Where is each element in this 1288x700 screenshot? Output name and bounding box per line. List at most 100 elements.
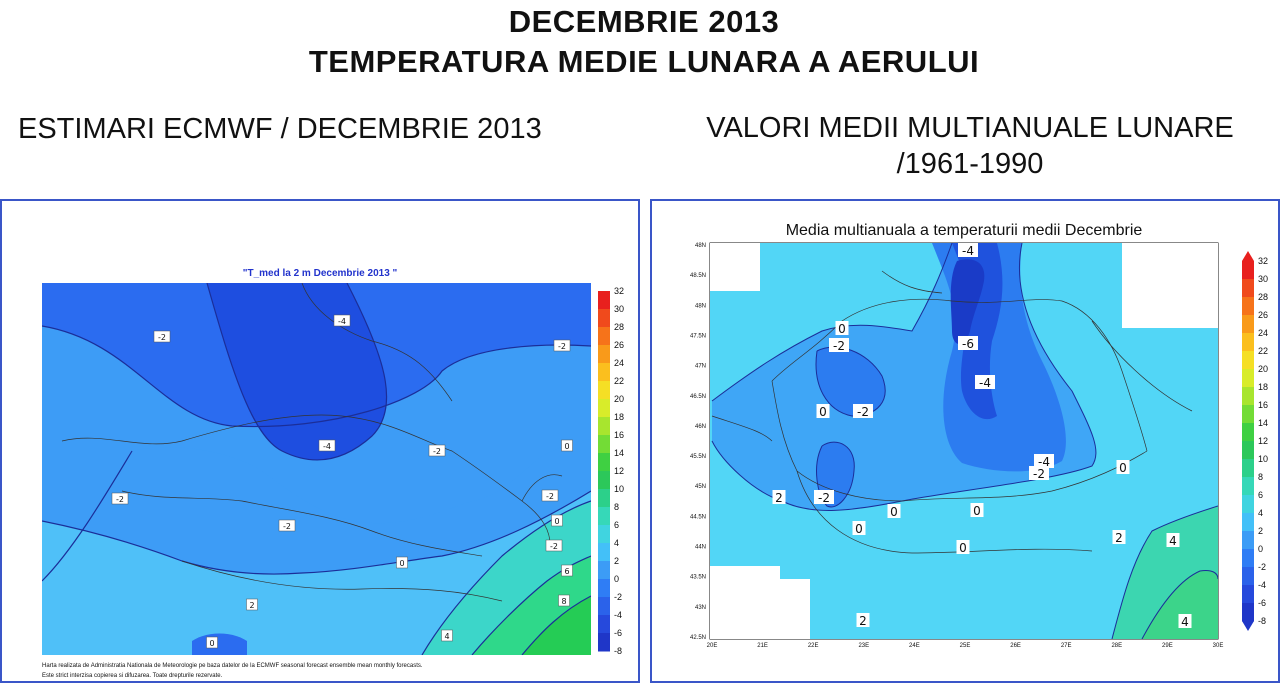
colorbar-swatch bbox=[598, 597, 610, 616]
colorbar-swatch bbox=[598, 579, 610, 598]
ecmwf-contour-labels: -2 -4 -2 -4 -2 0 -2 -2 0 -2 0 -2 2 4 6 8 0 bbox=[111, 314, 573, 649]
colorbar-tick: 8 bbox=[1258, 472, 1263, 482]
missing-data-ne bbox=[1122, 243, 1218, 328]
contour-label: -2 bbox=[1029, 466, 1049, 481]
colorbar-swatch bbox=[598, 363, 610, 382]
colorbar-swatch bbox=[598, 417, 610, 436]
lat-tick: 43.5N bbox=[690, 575, 706, 581]
svg-text:2: 2 bbox=[859, 614, 867, 628]
contour-label: 2 bbox=[772, 490, 786, 505]
svg-text:6: 6 bbox=[564, 567, 569, 576]
colorbar-swatch bbox=[598, 489, 610, 508]
missing-data-sw bbox=[710, 579, 810, 639]
colorbar-tick: -8 bbox=[614, 646, 622, 656]
field-zone-6 bbox=[522, 596, 591, 655]
contour-label: 0 bbox=[887, 504, 901, 519]
colorbar-swatch bbox=[1242, 549, 1254, 568]
svg-text:-2: -2 bbox=[818, 491, 830, 505]
colorbar-swatch bbox=[598, 435, 610, 454]
colorbar-swatch bbox=[1242, 477, 1254, 496]
contour-line bbox=[815, 346, 886, 417]
colorbar-tick: -8 bbox=[1258, 616, 1266, 626]
svg-text:0: 0 bbox=[554, 517, 559, 526]
contour-line bbox=[711, 243, 953, 402]
svg-text:-2: -2 bbox=[116, 495, 124, 504]
border-line bbox=[121, 490, 483, 557]
lat-tick: 46N bbox=[695, 424, 706, 430]
colorbar-tick: 26 bbox=[1258, 310, 1268, 320]
colorbar-tick: 4 bbox=[1258, 508, 1263, 518]
border-line bbox=[796, 470, 1093, 554]
colorbar-swatch bbox=[1242, 531, 1254, 550]
ecmwf-map: "T_med la 2 m Decembrie 2013 " bbox=[42, 268, 624, 679]
lat-tick: 48N bbox=[695, 303, 706, 309]
latitude-ticks: 48N 48.5N 48N 47.5N 47N 46.5N 46N 45.5N 45N 44.5N… bbox=[690, 243, 706, 641]
lat-tick: 46.5N bbox=[690, 394, 706, 400]
contour-label: 4 bbox=[441, 629, 453, 642]
contour-label: -2 bbox=[545, 539, 563, 552]
contour-label: 4 bbox=[1166, 533, 1180, 548]
contour-label: 0 bbox=[835, 321, 849, 336]
lat-tick: 42.5N bbox=[690, 635, 706, 641]
colorbar-swatch bbox=[1242, 441, 1254, 460]
colorbar-swatch bbox=[1242, 513, 1254, 532]
colorbar-swatch bbox=[1242, 261, 1254, 280]
border-line bbox=[881, 270, 943, 294]
lon-tick: 22E bbox=[808, 643, 819, 649]
contour-line bbox=[42, 325, 591, 428]
lat-tick: 47.5N bbox=[690, 334, 706, 340]
ecmwf-map-title: "T_med la 2 m Decembrie 2013 " bbox=[243, 268, 398, 279]
border-line bbox=[1091, 320, 1193, 412]
colorbar-tick: 6 bbox=[1258, 490, 1263, 500]
contour-line bbox=[42, 490, 591, 575]
svg-text:-4: -4 bbox=[962, 244, 974, 258]
climatology-contour-labels: -40-2-6-4-200-4-202-200200244 bbox=[772, 243, 1192, 629]
svg-text:-6: -6 bbox=[962, 337, 974, 351]
svg-text:0: 0 bbox=[819, 405, 827, 419]
right-heading-line1: VALORI MEDII MULTIANUALE LUNARE bbox=[706, 112, 1234, 144]
contour-label: -4 bbox=[318, 439, 336, 452]
colorbar-arrow-bottom bbox=[1242, 621, 1254, 631]
svg-text:-4: -4 bbox=[323, 442, 331, 451]
contour-label: -2 bbox=[278, 519, 296, 532]
colorbar-swatch bbox=[598, 543, 610, 562]
colorbar-tick: 18 bbox=[1258, 382, 1268, 392]
ecmwf-footer-line1: Harta realizata de Administratia Nationa… bbox=[42, 663, 423, 669]
colorbar-swatch bbox=[1242, 603, 1254, 622]
colorbar-swatch bbox=[598, 561, 610, 580]
colorbar-tick: 28 bbox=[1258, 292, 1268, 302]
lat-tick: 45.5N bbox=[690, 454, 706, 460]
svg-text:-2: -2 bbox=[558, 342, 566, 351]
colorbar-swatch bbox=[1242, 279, 1254, 298]
contour-label: 0 bbox=[206, 636, 218, 649]
contour-label: 8 bbox=[558, 594, 570, 607]
colorbar-swatch bbox=[1242, 585, 1254, 604]
lat-tick: 44.5N bbox=[690, 514, 706, 520]
contour-line bbox=[42, 450, 133, 582]
svg-text:-2: -2 bbox=[283, 522, 291, 531]
contour-label: 2 bbox=[1112, 530, 1126, 545]
svg-text:4: 4 bbox=[444, 632, 449, 641]
colorbar-swatch bbox=[598, 615, 610, 634]
colorbar-tick: 16 bbox=[1258, 400, 1268, 410]
colorbar-tick: 14 bbox=[1258, 418, 1268, 428]
svg-text:-2: -2 bbox=[158, 333, 166, 342]
contour-label: 6 bbox=[561, 564, 573, 577]
colorbar-tick: -2 bbox=[1258, 562, 1266, 572]
contour-label: -2 bbox=[153, 330, 171, 343]
svg-text:8: 8 bbox=[561, 597, 566, 606]
svg-text:0: 0 bbox=[209, 639, 214, 648]
contour-label: 0 bbox=[561, 439, 573, 452]
contour-label: 0 bbox=[551, 514, 563, 527]
colorbar-tick: 20 bbox=[614, 394, 624, 404]
colorbar-swatch bbox=[598, 633, 610, 652]
colorbar-swatch bbox=[1242, 567, 1254, 586]
border-line bbox=[181, 560, 503, 602]
lon-tick: 20E bbox=[707, 643, 718, 649]
lon-tick: 30E bbox=[1213, 643, 1224, 649]
svg-text:-2: -2 bbox=[433, 447, 441, 456]
colorbar-tick: 0 bbox=[1258, 544, 1263, 554]
contour-label: -2 bbox=[814, 490, 834, 505]
contour-label: -2 bbox=[853, 404, 873, 419]
